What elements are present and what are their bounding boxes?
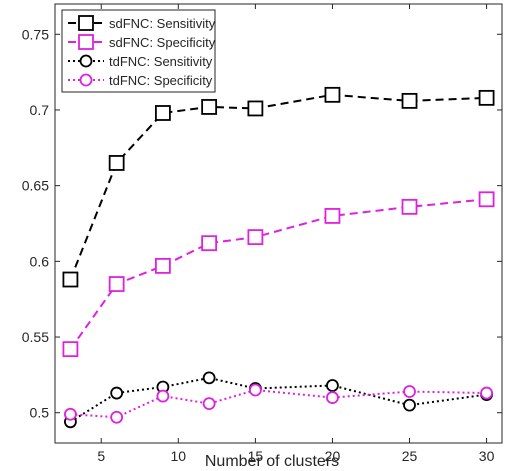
y-tick-label: 0.7: [30, 102, 50, 118]
data-point: [62, 341, 79, 358]
data-point: [64, 407, 77, 421]
series-line: [70, 389, 487, 419]
data-point: [478, 191, 495, 208]
series-4: [64, 383, 493, 424]
data-point: [202, 371, 216, 385]
y-tick-label: 0.75: [22, 26, 49, 42]
data-point: [201, 235, 218, 252]
series-1: [62, 86, 495, 288]
legend-label: tdFNC: Specificity: [109, 73, 213, 88]
data-point: [403, 385, 416, 398]
data-point: [326, 379, 339, 392]
y-axis-ticks: 0.5 0.55 0.6 0.65 0.7 0.75: [22, 26, 502, 421]
data-point: [247, 100, 264, 117]
x-tick-label: 10: [171, 448, 187, 464]
legend-item: sdFNC: Specificity: [68, 34, 216, 50]
x-tick-label: 20: [325, 448, 341, 464]
x-tick-label: 15: [248, 448, 264, 464]
series-line: [69, 93, 487, 280]
y-tick-label: 0.55: [22, 329, 49, 345]
data-point: [401, 92, 418, 109]
data-point: [108, 155, 125, 171]
data-point: [62, 271, 79, 288]
legend-label: sdFNC: Specificity: [109, 35, 216, 50]
data-point: [110, 410, 124, 424]
data-point: [247, 229, 264, 246]
legend-marker: [79, 54, 93, 68]
series-layer: [62, 86, 495, 429]
x-axis-ticks: 5 10 15 20 25 30: [97, 4, 495, 464]
plot-area-box: [54, 3, 503, 444]
data-point: [324, 86, 341, 103]
x-tick-label: 25: [402, 448, 418, 464]
data-point: [154, 257, 171, 274]
data-point: [403, 398, 416, 412]
data-point: [326, 391, 339, 404]
data-point: [401, 198, 418, 215]
y-tick-label: 0.65: [22, 178, 49, 194]
legend-marker: [79, 73, 93, 87]
data-point: [110, 386, 124, 400]
legend: sdFNC: Sensitivity sdFNC: Specificity tdFN…: [61, 9, 216, 93]
x-tick-label: 5: [97, 448, 105, 464]
legend-label: tdFNC: Sensitivity: [109, 54, 213, 69]
legend-marker: [78, 15, 94, 31]
legend-item: tdFNC: Sensitivity: [68, 54, 213, 69]
data-point: [108, 276, 125, 292]
legend-label: sdFNC: Sensitivity: [109, 16, 216, 31]
series-line: [69, 376, 487, 423]
y-tick-label: 0.5: [30, 405, 50, 421]
data-point: [480, 386, 493, 400]
axes-frame: [54, 3, 503, 444]
data-point: [201, 99, 218, 115]
series-3: [64, 371, 493, 429]
series-2: [62, 191, 495, 358]
data-point: [156, 389, 170, 403]
legend-item: sdFNC: Sensitivity: [68, 15, 216, 31]
data-point: [324, 208, 341, 224]
data-point: [248, 383, 262, 397]
x-tick-label: 30: [479, 448, 495, 464]
legend-marker: [78, 34, 94, 50]
data-point: [154, 105, 171, 121]
x-axis-label: Number of clusters: [205, 453, 339, 470]
series-line: [69, 198, 487, 350]
legend-item: tdFNC: Specificity: [68, 73, 213, 88]
y-tick-label: 0.6: [30, 253, 50, 269]
data-point: [202, 397, 216, 411]
data-point: [478, 89, 495, 106]
